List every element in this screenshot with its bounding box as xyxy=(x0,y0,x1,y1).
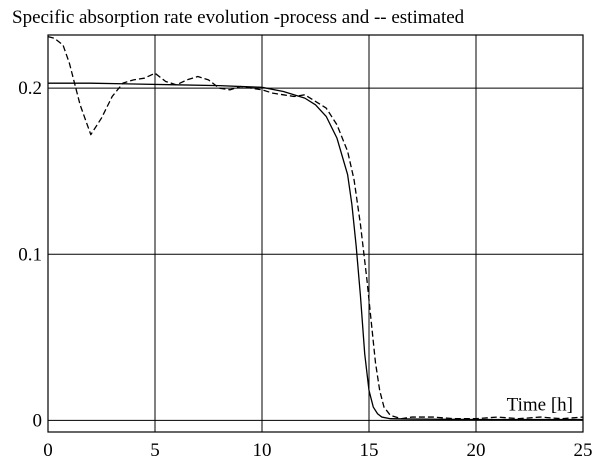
x-tick-label-4: 20 xyxy=(467,440,486,461)
x-tick-label-0: 0 xyxy=(43,440,53,461)
chart-title: Specific absorption rate evolution -proc… xyxy=(12,7,465,28)
plot-frame xyxy=(47,34,584,433)
series-group xyxy=(47,36,584,421)
y-tick-label-1: 0.1 xyxy=(18,244,42,265)
tick-labels: 0 5 10 15 20 25 0 0.1 0.2 xyxy=(18,78,592,461)
y-tick-label-2: 0.2 xyxy=(18,78,42,99)
y-tick-label-0: 0 xyxy=(33,410,43,431)
series-line-dashed xyxy=(47,36,584,420)
x-tick-label-3: 15 xyxy=(360,440,379,461)
x-tick-label-2: 10 xyxy=(253,440,272,461)
x-axis-label: Time [h] xyxy=(507,394,573,415)
x-tick-label-5: 25 xyxy=(574,440,593,461)
x-tick-label-1: 5 xyxy=(150,440,160,461)
series-line-solid xyxy=(48,82,583,421)
grid xyxy=(48,35,583,432)
